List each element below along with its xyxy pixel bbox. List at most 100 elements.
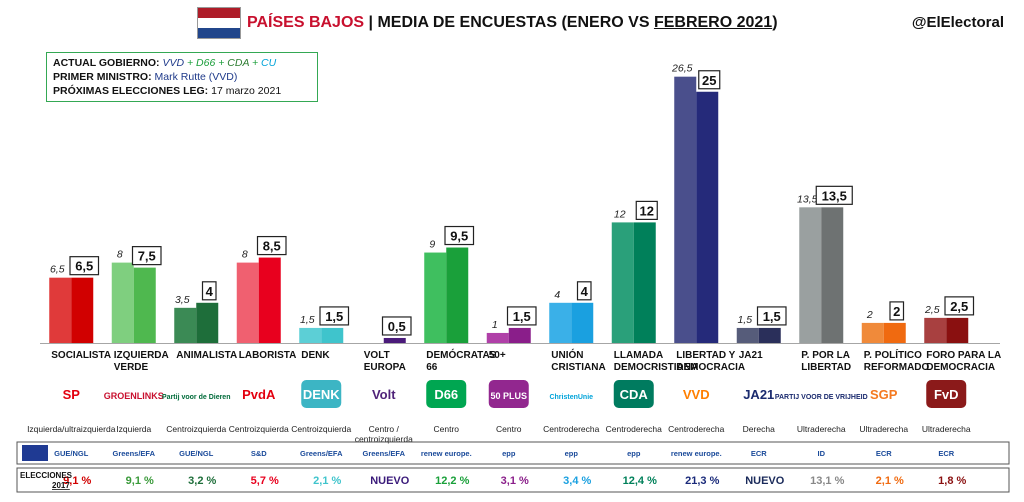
bar-febrero [758, 327, 781, 343]
eu-group-icon: epp [502, 449, 516, 458]
elections-2017-value: 3,1 % [501, 475, 529, 487]
bar-enero [424, 252, 447, 343]
data-label-box-febrero [815, 185, 853, 205]
info-elections-line: PRÓXIMAS ELECCIONES LEG: 17 marzo 2021 [53, 84, 311, 98]
elections-2017-value: 13,1 % [810, 475, 844, 487]
party-logo-icon: Volt [372, 387, 396, 402]
party-logo-icon: SGP [870, 387, 898, 402]
ideology-label: Centroderecha [668, 424, 725, 434]
bar-enero [111, 262, 134, 343]
data-label-enero: 9 [429, 239, 435, 251]
elections-2017-value: 9,1 % [63, 475, 91, 487]
data-label-enero: 4 [554, 289, 560, 301]
ideology-label: Centroizquierda [166, 424, 226, 434]
category-label: IZQUIERDA [114, 350, 169, 361]
party-logo-icon: ChristenUnie [549, 394, 593, 401]
elections-2017-value: 3,4 % [563, 475, 591, 487]
data-label-febrero: 1,5 [513, 309, 531, 324]
data-label-box-febrero [506, 306, 537, 326]
data-label-enero: 2,5 [924, 304, 940, 316]
bar-febrero [946, 317, 969, 343]
data-label-enero: 26,5 [671, 63, 693, 75]
info-gov-sep: + [249, 57, 262, 69]
bar-enero [549, 302, 572, 343]
eu-group-icon: epp [627, 449, 641, 458]
category-label: VOLT [364, 350, 390, 361]
party-logo-bg [301, 380, 342, 408]
data-label-box-febrero [756, 306, 787, 326]
title-separator: | [364, 14, 378, 31]
eu-group-icon: Greens/EFA [300, 449, 343, 458]
elections-2017-value: 2,1 % [313, 475, 341, 487]
party-logo-bg [488, 380, 529, 408]
party-logo-icon: JA21 [743, 387, 774, 402]
page-title: PAÍSES BAJOS | MEDIA DE ENCUESTAS (ENERO… [247, 14, 778, 32]
info-gov-party: D66 [196, 57, 216, 69]
data-label-febrero: 6,5 [75, 259, 93, 274]
data-label-enero: 3,5 [175, 294, 190, 306]
elections-2017-value: NUEVO [370, 475, 410, 487]
elections-2017-value: NUEVO [745, 475, 785, 487]
party-logo-icon: CDA [620, 387, 649, 402]
bar-febrero [508, 327, 531, 343]
ideology-label: Centroizquierda [291, 424, 351, 434]
eu-group-icon: GUE/NGL [179, 449, 214, 458]
bar-febrero [133, 267, 156, 343]
data-label-febrero: 4 [206, 284, 214, 299]
category-label: REFORMADO [864, 362, 930, 373]
category-label: UNIÓN [551, 348, 583, 361]
category-label: VERDE [114, 362, 149, 373]
ideology-label: Centro [433, 424, 459, 434]
elections-2017-value: 3,2 % [188, 475, 216, 487]
category-label: LIBERTAD Y [676, 350, 735, 361]
eu-group-icon: renew europe. [671, 449, 722, 458]
data-label-febrero: 2 [893, 304, 900, 319]
category-label: DEMOCRACIA [676, 362, 745, 373]
ideology-label: Ultraderecha [797, 424, 846, 434]
bar-enero [736, 327, 759, 343]
elections-label: ELECCIONES [20, 471, 73, 480]
data-label-febrero: 13,5 [822, 188, 847, 203]
party-logo-icon: PvdA [242, 387, 276, 402]
bar-febrero [258, 257, 281, 343]
category-label: FORO PARA LA [926, 350, 1001, 361]
bar-enero [861, 322, 884, 343]
info-pm-label: PRIMER MINISTRO: [53, 71, 152, 83]
flag-stripe-red [198, 8, 240, 18]
bar-febrero [321, 327, 344, 343]
elections-row-box [16, 467, 1010, 493]
elections-2017-value: 2,1 % [876, 475, 904, 487]
eu-group-icon: epp [565, 449, 579, 458]
bar-enero [486, 332, 509, 343]
ideology-label: Izquierda/ultraizquierda [27, 424, 116, 434]
data-label-enero: 1,5 [300, 314, 315, 326]
elections-2017-value: 12,4 % [623, 475, 657, 487]
eu-flag-icon [22, 445, 48, 461]
eu-group-icon: Greens/EFA [112, 449, 155, 458]
category-label: DEMOCRACIA [926, 362, 995, 373]
eu-group-icon: S&D [251, 449, 267, 458]
info-gov-label: ACTUAL GOBIERNO: [53, 57, 160, 69]
data-label-box-febrero [444, 225, 475, 246]
data-label-box-febrero [381, 316, 412, 336]
title-subtitle-prefix: MEDIA DE ENCUESTAS (ENERO VS [377, 14, 654, 31]
ideology-label: Centroderecha [606, 424, 663, 434]
category-label: LIBERTAD [801, 362, 851, 373]
party-logo-icon: DENK [303, 387, 340, 402]
bar-enero [49, 277, 72, 343]
category-label: CRISTIANA [551, 362, 605, 373]
bar-febrero [196, 302, 219, 343]
data-label-box-febrero [131, 246, 162, 266]
data-label-enero: 13,5 [797, 193, 818, 205]
party-logo-icon: FvD [934, 387, 959, 402]
bar-febrero [571, 302, 594, 343]
party-logo-icon: SP [63, 387, 81, 402]
data-label-box-febrero [69, 256, 100, 276]
party-logo-icon: Partij voor de Dieren [162, 394, 230, 401]
data-label-box-febrero [319, 306, 350, 326]
party-logo-icon: 50 PLUS [490, 391, 527, 401]
bar-enero [674, 76, 697, 344]
data-label-febrero: 8,5 [263, 239, 281, 254]
category-label: LLAMADA [614, 350, 663, 361]
ideology-label: Centroderecha [543, 424, 600, 434]
